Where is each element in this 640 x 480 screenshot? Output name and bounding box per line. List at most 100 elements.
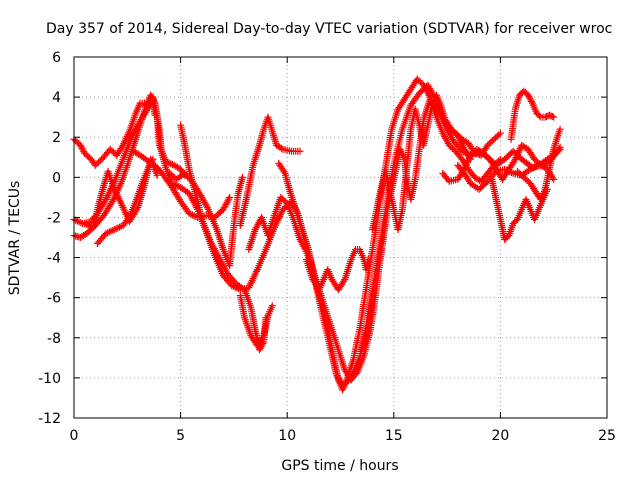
data-point-marker <box>493 132 501 140</box>
data-point-marker <box>255 346 263 354</box>
data-point-marker <box>76 141 84 149</box>
series-arc-7 <box>166 169 246 270</box>
data-point-marker <box>282 198 290 206</box>
data-point-marker <box>530 164 538 172</box>
y-axis-label: SDTVAR / TECUs <box>7 181 23 296</box>
data-point-marker <box>447 143 455 151</box>
y-tick-label: -6 <box>47 291 61 307</box>
data-point-marker <box>535 112 543 120</box>
y-tick-label: 6 <box>52 50 61 66</box>
y-tick-label: -8 <box>47 331 61 347</box>
data-point-marker <box>526 165 534 173</box>
data-point-marker <box>277 193 285 201</box>
data-point-marker <box>485 140 493 148</box>
series-arc-19 <box>513 125 564 203</box>
data-point-marker <box>280 168 288 176</box>
data-point-marker <box>468 150 476 158</box>
data-point-marker <box>496 155 504 163</box>
data-point-marker <box>523 176 531 184</box>
data-point-marker <box>521 175 529 183</box>
data-point-marker <box>556 125 564 133</box>
series-arc-6 <box>130 147 234 221</box>
data-point-marker <box>102 229 110 237</box>
data-point-marker <box>487 138 495 146</box>
data-point-marker <box>84 152 92 160</box>
data-point-marker <box>153 171 161 179</box>
data-point-marker <box>93 160 101 168</box>
y-tick-label: 2 <box>52 130 61 146</box>
data-point-marker <box>228 282 236 290</box>
data-point-marker <box>528 165 536 173</box>
data-point-marker <box>555 147 563 155</box>
data-point-marker <box>496 129 504 137</box>
data-point-marker <box>507 169 515 177</box>
data-point-marker <box>278 195 286 203</box>
tick-marks <box>73 56 608 419</box>
x-tick-label: 0 <box>70 428 79 444</box>
data-point-marker <box>145 163 153 171</box>
data-point-marker <box>495 131 503 139</box>
data-point-marker <box>447 125 455 133</box>
data-point-marker <box>72 137 80 145</box>
series-arc-18 <box>507 87 558 143</box>
data-point-marker <box>82 220 90 228</box>
data-point-marker <box>268 302 276 310</box>
data-point-marker <box>525 93 533 101</box>
series-arc-20 <box>454 145 564 193</box>
x-tick-labels: 0 5 10 15 20 25 <box>70 428 616 444</box>
data-point-marker <box>81 149 89 157</box>
data-point-marker <box>190 212 198 220</box>
x-tick-label: 25 <box>598 428 616 444</box>
y-tick-label: -4 <box>47 251 61 267</box>
data-point-marker <box>108 147 116 155</box>
data-point-marker <box>169 172 177 180</box>
data-point-marker <box>504 167 512 175</box>
data-point-marker <box>114 224 122 232</box>
data-point-marker <box>506 168 514 176</box>
series-arc-8 <box>177 121 270 354</box>
data-point-marker <box>168 171 176 179</box>
data-point-marker <box>488 137 496 145</box>
data-point-marker <box>528 98 536 106</box>
data-point-marker <box>226 193 234 201</box>
x-tick-label: 10 <box>278 428 296 444</box>
data-point-marker <box>96 157 104 165</box>
data-point-marker <box>73 138 81 146</box>
data-point-marker <box>166 169 174 177</box>
data-layer <box>70 75 564 394</box>
x-axis-label: GPS time / hours <box>281 458 398 474</box>
series-arc-17 <box>488 175 551 244</box>
data-point-marker <box>225 195 233 203</box>
data-point-marker <box>78 144 86 152</box>
data-point-marker <box>187 210 195 218</box>
data-point-marker <box>483 152 491 160</box>
data-point-marker <box>112 225 120 233</box>
data-point-marker <box>105 228 113 236</box>
x-tick-label: 5 <box>176 428 185 444</box>
data-point-marker <box>296 147 304 155</box>
data-point-marker <box>448 144 456 152</box>
plot-frame <box>73 56 608 419</box>
data-point-marker <box>163 158 171 166</box>
data-point-marker <box>481 151 489 159</box>
data-point-marker <box>352 369 360 377</box>
data-point-marker <box>167 160 175 168</box>
data-point-marker <box>532 157 540 165</box>
y-tick-label: -12 <box>38 411 61 427</box>
data-point-marker <box>173 182 181 190</box>
data-point-marker <box>280 196 288 204</box>
data-point-marker <box>185 209 193 217</box>
data-point-marker <box>277 144 285 152</box>
data-point-marker <box>451 128 459 136</box>
data-point-marker <box>162 157 170 165</box>
data-point-marker <box>491 169 499 177</box>
y-tick-label: 0 <box>52 170 61 186</box>
data-point-marker <box>106 145 114 153</box>
data-point-marker <box>415 77 423 85</box>
data-point-marker <box>413 75 421 83</box>
data-point-marker <box>479 149 487 157</box>
data-point-marker <box>550 113 558 121</box>
data-point-marker <box>531 155 539 163</box>
